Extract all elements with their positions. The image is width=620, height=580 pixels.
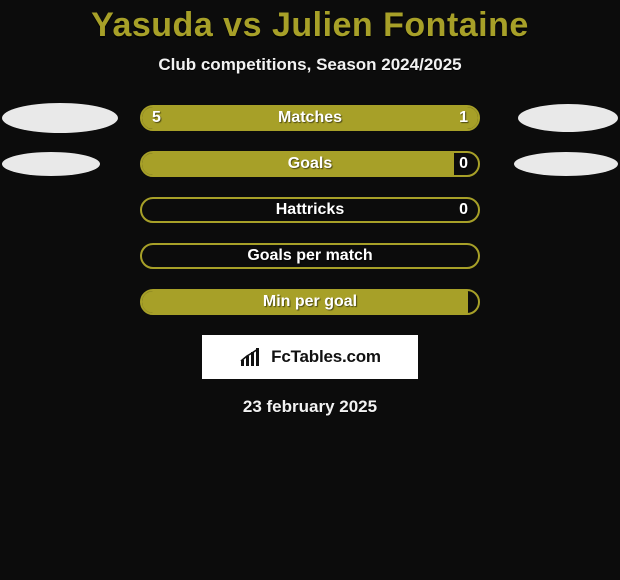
- player-right-marker: [514, 152, 618, 176]
- bar-track-matches: 51Matches: [140, 105, 480, 131]
- stat-row-matches: 51Matches: [0, 105, 620, 131]
- stat-label: Goals per match: [142, 245, 478, 267]
- date-text: 23 february 2025: [0, 397, 620, 417]
- stat-label: Hattricks: [142, 199, 478, 221]
- comparison-chart: 51Matches0Goals0HattricksGoals per match…: [0, 105, 620, 315]
- bar-track-goals: 0Goals: [140, 151, 480, 177]
- player-left-marker: [2, 152, 100, 176]
- page-title: Yasuda vs Julien Fontaine: [0, 6, 620, 45]
- player-right-marker: [518, 104, 618, 132]
- bar-fill-left: [142, 153, 454, 175]
- bars-icon: [239, 346, 265, 368]
- right-value: 1: [459, 107, 468, 129]
- stat-row-hattricks: 0Hattricks: [0, 197, 620, 223]
- left-value: 5: [152, 107, 161, 129]
- source-badge-text: FcTables.com: [271, 347, 381, 367]
- bar-track-min-per-goal: Min per goal: [140, 289, 480, 315]
- right-value: 0: [459, 199, 468, 221]
- bar-track-hattricks: 0Hattricks: [140, 197, 480, 223]
- bar-fill-left: [142, 107, 404, 129]
- source-badge: FcTables.com: [202, 335, 418, 379]
- stat-row-goals-per-match: Goals per match: [0, 243, 620, 269]
- stat-row-min-per-goal: Min per goal: [0, 289, 620, 315]
- bar-track-goals-per-match: Goals per match: [140, 243, 480, 269]
- subtitle: Club competitions, Season 2024/2025: [0, 55, 620, 75]
- player-left-marker: [2, 103, 118, 133]
- bar-fill-left: [142, 291, 468, 313]
- right-value: 0: [459, 153, 468, 175]
- comparison-infographic: Yasuda vs Julien Fontaine Club competiti…: [0, 0, 620, 417]
- stat-row-goals: 0Goals: [0, 151, 620, 177]
